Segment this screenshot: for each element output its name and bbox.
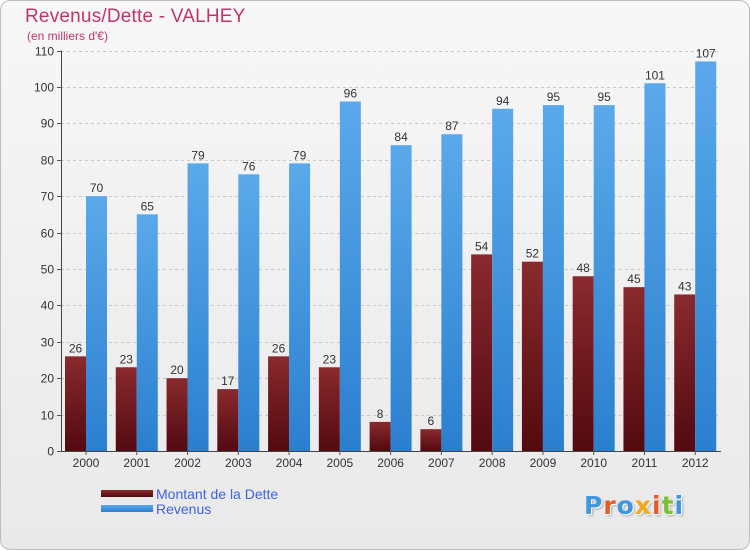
logo-letter: i [674,491,685,520]
x-tick-label-2009: 2009 [530,456,557,470]
data-label-dette-2009: 52 [526,247,540,261]
bar-dette-2006 [369,421,391,451]
y-tick-label: 0 [47,445,54,459]
data-label-dette-2007: 6 [428,414,435,428]
bar-dette-2004 [268,356,290,451]
data-label-revenus-2011: 101 [645,68,665,82]
bar-revenus-2003 [238,174,260,452]
data-label-revenus-2000: 70 [90,181,104,195]
y-tick-label: 90 [41,117,55,131]
data-label-dette-2002: 20 [170,363,184,377]
legend-swatch-dette [101,490,153,497]
data-label-revenus-2003: 76 [242,159,256,173]
data-label-dette-2010: 48 [577,261,591,275]
bar-dette-2009 [521,261,543,451]
legend-swatch-revenus [101,505,153,512]
data-label-revenus-2012: 107 [696,46,716,60]
logo-letter: t [661,491,675,520]
logo-letter: x [634,491,652,520]
bar-dette-2008 [471,254,493,451]
chart-title: Revenus/Dette - VALHEY [25,6,246,27]
bar-revenus-2006 [390,145,412,451]
y-tick-label: 20 [41,372,55,386]
x-tick-label-2006: 2006 [377,456,404,470]
bar-dette-2011 [623,287,645,451]
bar-revenus-2004 [289,163,311,452]
data-label-dette-2001: 23 [120,352,134,366]
data-label-revenus-2007: 87 [445,119,459,133]
bar-dette-2002 [166,378,188,451]
x-tick-label-2001: 2001 [123,456,150,470]
bar-dette-2005 [318,367,340,451]
proxiti-logo: Proxiti [584,491,684,520]
data-label-dette-2003: 17 [221,374,235,388]
data-label-revenus-2001: 65 [141,199,155,213]
data-label-revenus-2002: 79 [191,148,205,162]
bar-revenus-2000 [86,196,107,451]
data-label-dette-2008: 54 [475,239,489,253]
legend-label-dette: Montant de la Dette [156,486,279,502]
bar-revenus-2005 [339,101,361,452]
data-label-revenus-2006: 84 [394,130,408,144]
bar-revenus-2010 [593,105,615,451]
bar-dette-2001 [115,367,137,451]
y-tick-label: 110 [35,45,54,59]
data-label-revenus-2010: 95 [598,90,612,104]
x-tick-label-2004: 2004 [276,456,303,470]
bar-dette-2012 [674,294,696,451]
data-label-dette-2000: 26 [69,341,83,355]
bar-dette-2000 [65,356,86,451]
logo-letter: r [603,491,617,520]
data-label-dette-2006: 8 [377,407,384,421]
data-label-dette-2005: 23 [323,352,337,366]
y-tick-label: 100 [34,81,54,95]
chart-subtitle: (en milliers d'€) [27,29,108,43]
bar-dette-2003 [217,389,239,451]
bar-dette-2007 [420,429,442,451]
bar-revenus-2008 [492,108,514,451]
data-label-revenus-2005: 96 [344,86,358,100]
y-tick-label: 50 [41,263,55,277]
x-tick-label-2012: 2012 [682,456,709,470]
bar-revenus-2011 [644,83,666,451]
legend-label-revenus: Revenus [156,501,212,517]
data-label-revenus-2004: 79 [293,148,307,162]
x-tick-label-2010: 2010 [580,456,607,470]
x-tick-label-2007: 2007 [428,456,455,470]
bar-revenus-2001 [136,214,158,451]
data-label-dette-2004: 26 [272,341,286,355]
x-tick-label-2003: 2003 [225,456,252,470]
y-tick-label: 80 [41,154,55,168]
bar-dette-2010 [572,276,594,451]
x-tick-label-2000: 2000 [73,456,100,470]
data-label-revenus-2009: 95 [547,90,561,104]
bar-revenus-2002 [187,163,209,452]
x-tick-label-2002: 2002 [174,456,201,470]
x-tick-label-2008: 2008 [479,456,506,470]
data-label-revenus-2008: 94 [496,94,510,108]
bar-revenus-2007 [441,134,463,451]
logo-letter: P [584,491,604,520]
bar-revenus-2009 [542,105,564,451]
bar-revenus-2012 [695,61,717,451]
y-tick-label: 70 [41,190,55,204]
x-tick-label-2005: 2005 [326,456,353,470]
y-tick-label: 60 [41,227,55,241]
logo-letter: o [616,491,635,520]
data-label-dette-2011: 45 [627,272,641,286]
y-tick-label: 30 [41,336,55,350]
y-tick-label: 10 [41,409,55,423]
y-tick-label: 40 [41,299,55,313]
data-label-dette-2012: 43 [678,279,692,293]
logo-letter: i [652,491,662,520]
x-tick-label-2011: 2011 [632,456,658,470]
